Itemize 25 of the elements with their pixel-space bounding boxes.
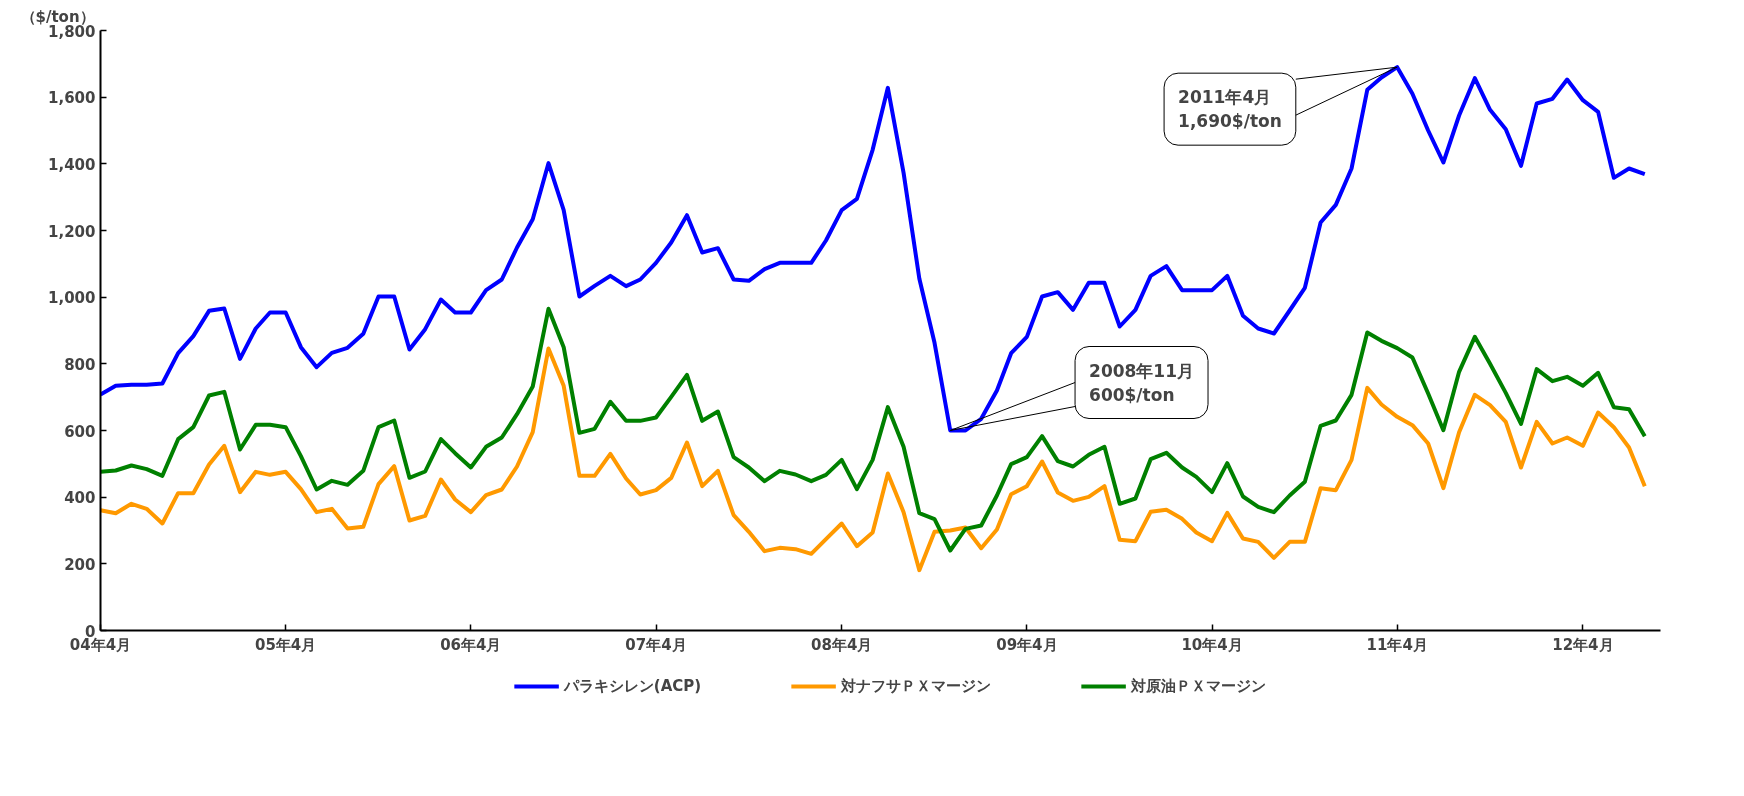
legend-label: 対ナフサＰＸマージン	[841, 676, 992, 696]
y-tick-label: 1,600	[48, 89, 96, 108]
y-tick-label: 400	[64, 489, 96, 508]
y-tick-label: 1,200	[48, 222, 96, 241]
legend-label: 対原油ＰＸマージン	[1131, 676, 1267, 696]
y-tick-label: 1,000	[48, 289, 96, 308]
annotation: 2008年11月 600$/ton	[1089, 360, 1195, 405]
x-tick-label: 07年4月	[625, 635, 687, 654]
y-axis-title: （$/ton）	[20, 7, 95, 26]
line-series	[100, 306, 1647, 553]
legend-label: パラキシレン(ACP)	[563, 676, 702, 696]
annotation: 2011年4月 1,690$/ton	[1178, 87, 1282, 132]
x-tick-label: 10年4月	[1181, 635, 1243, 654]
x-tick-label: 11年4月	[1366, 635, 1428, 654]
y-tick-label: 1,400	[48, 155, 96, 174]
y-tick-label: 600	[64, 422, 96, 441]
y-tick-label: 800	[64, 355, 96, 374]
y-tick-label: 200	[64, 555, 96, 574]
x-tick-label: 06年4月	[440, 635, 502, 654]
line-series	[100, 346, 1647, 573]
x-tick-label: 05年4月	[255, 635, 317, 654]
x-tick-label: 12年4月	[1552, 635, 1614, 654]
x-tick-label: 08年4月	[811, 635, 873, 654]
x-tick-label: 09年4月	[996, 635, 1058, 654]
line-series	[100, 65, 1647, 433]
